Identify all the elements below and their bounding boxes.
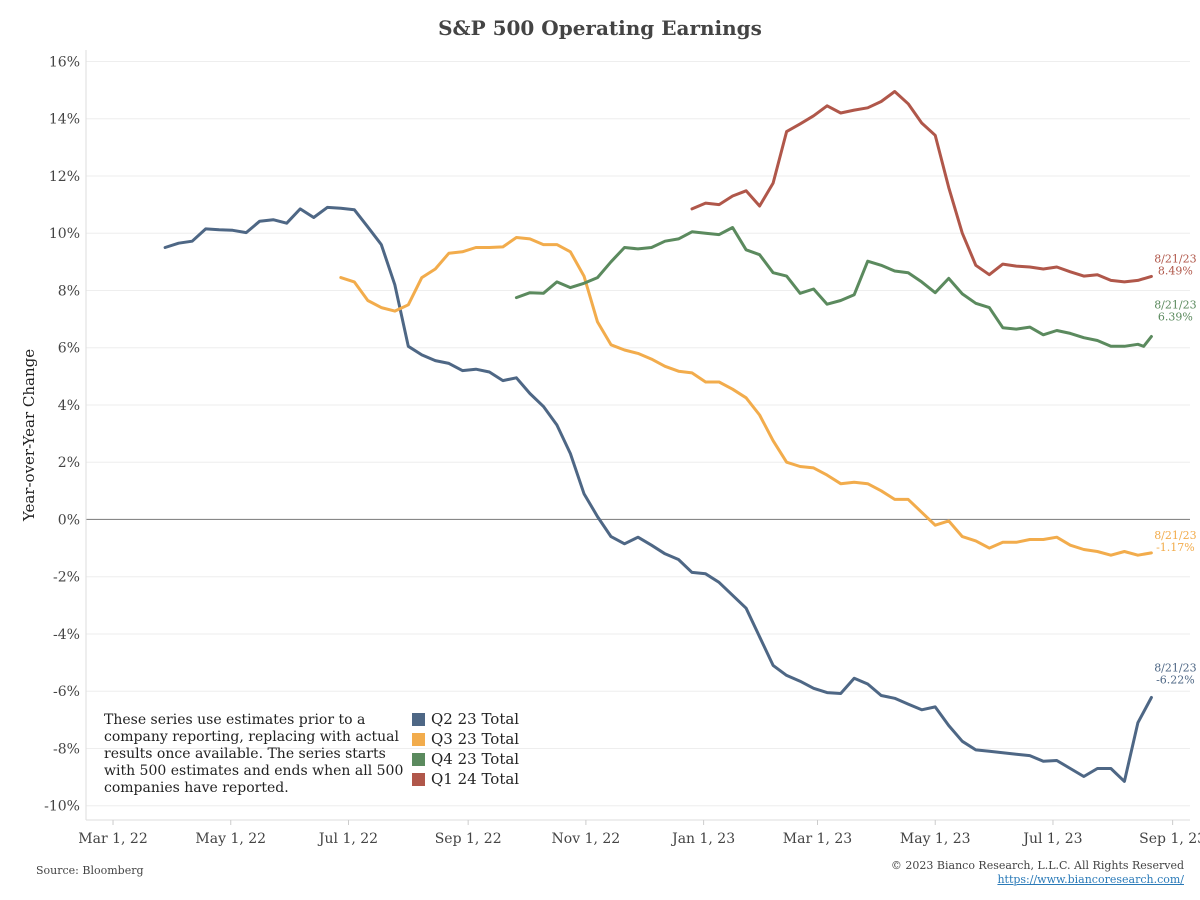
source-note: Source: Bloomberg: [36, 864, 144, 877]
end-label-value: -6.22%: [1156, 673, 1195, 686]
legend-label: Q2 23 Total: [431, 710, 520, 728]
methodology-note: These series use estimates prior to a co…: [104, 712, 404, 796]
end-label-value: -1.17%: [1156, 541, 1195, 554]
end-label-date: 8/21/23: [1154, 529, 1196, 542]
legend-label: Q1 24 Total: [431, 770, 520, 788]
y-tick-label: 10%: [49, 226, 80, 242]
legend-swatch: [412, 752, 425, 766]
legend-swatch: [412, 772, 425, 786]
legend: Q2 23 Total Q3 23 Total Q4 23 Total Q1 24 T…: [412, 709, 519, 789]
y-axis-label: Year-over-Year Change: [20, 349, 38, 522]
y-tick-label: -2%: [53, 570, 80, 586]
legend-label: Q3 23 Total: [431, 730, 520, 748]
legend-item: Q2 23 Total: [412, 709, 519, 729]
x-tick-label: Jul 1, 22: [317, 831, 378, 847]
end-label-value: 6.39%: [1158, 311, 1193, 324]
y-tick-label: 0%: [58, 512, 80, 528]
y-tick-label: -4%: [53, 627, 80, 643]
y-tick-label: 12%: [49, 169, 80, 185]
x-tick-label: Sep 1, 22: [435, 831, 502, 847]
series-line-q3-23-total: [339, 236, 1153, 557]
chart-title: S&P 500 Operating Earnings: [438, 16, 762, 40]
end-label-date: 8/21/23: [1154, 299, 1196, 312]
axes: 16% 14% 12% 10% 8% 6% 4% 2% 0% -2% -4% -6% -8% -10% Ma…: [44, 50, 1200, 847]
series-line-q1-24-total: [690, 90, 1153, 284]
end-label-value: 8.49%: [1158, 264, 1193, 277]
end-label-date: 8/21/23: [1154, 252, 1196, 265]
y-tick-label: 14%: [49, 112, 80, 128]
y-tick-label: -6%: [53, 684, 80, 700]
y-tick-label: 8%: [58, 283, 80, 299]
gridlines: [86, 60, 1190, 807]
x-tick-label: Jul 1, 23: [1021, 831, 1082, 847]
x-tick-label: Mar 1, 22: [78, 831, 147, 847]
y-tick-label: 2%: [58, 455, 80, 471]
end-labels: 8/21/238.49%8/21/236.39%8/21/23-1.17%8/2…: [1154, 252, 1196, 686]
end-label-date: 8/21/23: [1154, 661, 1196, 674]
legend-item: Q4 23 Total: [412, 749, 519, 769]
x-tick-label: May 1, 22: [195, 831, 266, 847]
legend-swatch: [412, 712, 425, 726]
series-line-q4-23-total: [514, 226, 1153, 348]
series-line-q2-23-total: [163, 205, 1153, 783]
x-tick-label: Nov 1, 22: [552, 831, 621, 847]
x-tick-label: Sep 1, 23: [1139, 831, 1200, 847]
y-tick-label: 6%: [58, 341, 80, 357]
x-tick-label: Jan 1, 23: [670, 831, 735, 847]
y-tick-label: 16%: [49, 54, 80, 70]
copyright-notice: © 2023 Bianco Research, L.L.C. All Right…: [890, 859, 1184, 872]
legend-swatch: [412, 732, 425, 746]
y-tick-label: -8%: [53, 741, 80, 757]
x-tick-label: Mar 1, 23: [783, 831, 852, 847]
series-lines: [163, 90, 1153, 783]
x-tick-label: May 1, 23: [900, 831, 971, 847]
y-tick-label: 4%: [58, 398, 80, 414]
legend-item: Q3 23 Total: [412, 729, 519, 749]
legend-item: Q1 24 Total: [412, 769, 519, 789]
website-link[interactable]: https://www.biancoresearch.com/: [997, 873, 1184, 886]
y-tick-label: -10%: [44, 799, 80, 815]
legend-label: Q4 23 Total: [431, 750, 520, 768]
